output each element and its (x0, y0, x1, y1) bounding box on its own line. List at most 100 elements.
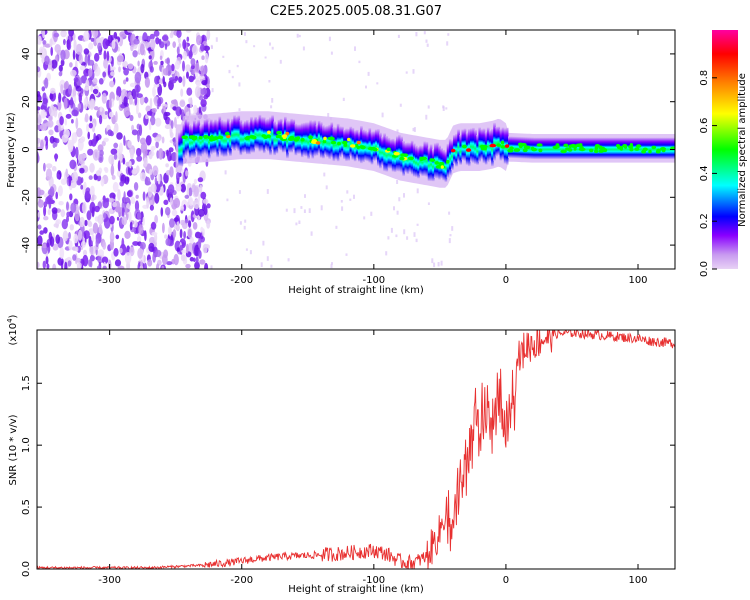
colorbar-gradient (712, 30, 738, 269)
noise-speck (346, 190, 349, 194)
snr-plot-area (37, 330, 675, 569)
ridge-hotspot (628, 145, 634, 149)
ridge-hotspot (520, 142, 527, 147)
noise-blob (147, 186, 153, 198)
ridge-cell (592, 137, 596, 160)
noise-blob (108, 197, 115, 203)
noise-blob (99, 106, 103, 112)
noise-blob (40, 109, 47, 119)
noise-blob (192, 222, 198, 230)
noise-blob (37, 124, 42, 131)
noise-speck (271, 46, 274, 50)
ridge-cell (415, 145, 418, 177)
noise-blob (116, 95, 120, 101)
ridge-cell (339, 126, 342, 158)
ridge-cell (615, 137, 619, 160)
noise-speck (416, 188, 419, 194)
noise-blob (200, 65, 205, 77)
ridge-cell (383, 133, 386, 172)
ridge-hotspot (496, 143, 502, 147)
ridge-cell (632, 137, 636, 160)
noise-blob (69, 62, 73, 68)
noise-blob (148, 121, 152, 131)
noise-blob (134, 200, 140, 212)
noise-blob (157, 173, 161, 185)
noise-blob (155, 141, 159, 149)
noise-blob (152, 165, 159, 176)
noise-blob (55, 138, 60, 144)
noise-blob (129, 160, 132, 169)
ridge-cell (514, 136, 517, 159)
noise-blob (80, 184, 84, 190)
noise-speck (367, 71, 370, 76)
ridge-hotspot (209, 138, 214, 142)
noise-blob (169, 166, 174, 178)
noise-blob (115, 234, 120, 240)
noise-blob (69, 224, 75, 231)
ridge-hotspot (450, 148, 456, 153)
noise-blob (55, 234, 60, 244)
noise-blob (75, 246, 79, 252)
noise-blob (206, 220, 211, 229)
noise-blob (46, 195, 53, 204)
noise-blob (109, 111, 114, 118)
ridge-cell (235, 116, 238, 149)
noise-speck (260, 262, 263, 267)
noise-blob (58, 64, 63, 72)
noise-blob (37, 118, 40, 124)
ridge-cell (201, 124, 205, 155)
noise-blob (54, 153, 58, 162)
noise-blob (59, 116, 64, 126)
snr-line-group (37, 330, 675, 569)
noise-blob (70, 97, 74, 109)
ridge-cell (178, 132, 181, 166)
noise-blob (42, 30, 45, 39)
noise-speck (302, 46, 305, 51)
ridge-hotspot (642, 147, 648, 152)
noise-blob (80, 177, 84, 184)
ridge-hotspot (573, 147, 577, 151)
ridge-cell (372, 131, 376, 162)
noise-blob (49, 93, 54, 100)
noise-blob (37, 211, 41, 218)
noise-blob (164, 234, 168, 239)
noise-blob (89, 245, 96, 256)
noise-blob (112, 201, 117, 208)
noise-blob (99, 149, 104, 157)
noise-blob (142, 216, 145, 226)
noise-speck (269, 42, 271, 46)
ridge-hotspot (656, 148, 661, 153)
noise-blob (185, 170, 189, 177)
ridge-cell (459, 135, 462, 165)
noise-speck (398, 197, 401, 202)
ridge-cell (429, 144, 433, 182)
noise-speck (445, 107, 448, 110)
noise-speck (403, 229, 406, 235)
ridge-cell (586, 137, 589, 160)
noise-blob (76, 262, 82, 269)
noise-blob (110, 164, 115, 177)
noise-blob (149, 204, 154, 211)
noise-blob (39, 230, 44, 235)
noise-speck (431, 258, 434, 264)
noise-blob (60, 49, 66, 61)
noise-blob (203, 94, 209, 100)
noise-speck (244, 219, 247, 223)
noise-blob (87, 100, 92, 109)
noise-blob (71, 119, 74, 124)
noise-blob (180, 183, 186, 193)
noise-blob (206, 203, 211, 209)
noise-blob (87, 148, 94, 156)
ridge-cell (575, 137, 579, 160)
ridge-cell (622, 137, 625, 160)
noise-blob (57, 257, 64, 266)
noise-blob (193, 186, 199, 197)
noise-blob (148, 55, 152, 60)
noise-blob (51, 59, 58, 69)
noise-blob (167, 150, 172, 162)
noise-blob (89, 255, 95, 262)
noise-blob (181, 249, 187, 254)
noise-blob (202, 243, 208, 254)
noise-blob (54, 44, 61, 53)
noise-speck (270, 105, 273, 109)
